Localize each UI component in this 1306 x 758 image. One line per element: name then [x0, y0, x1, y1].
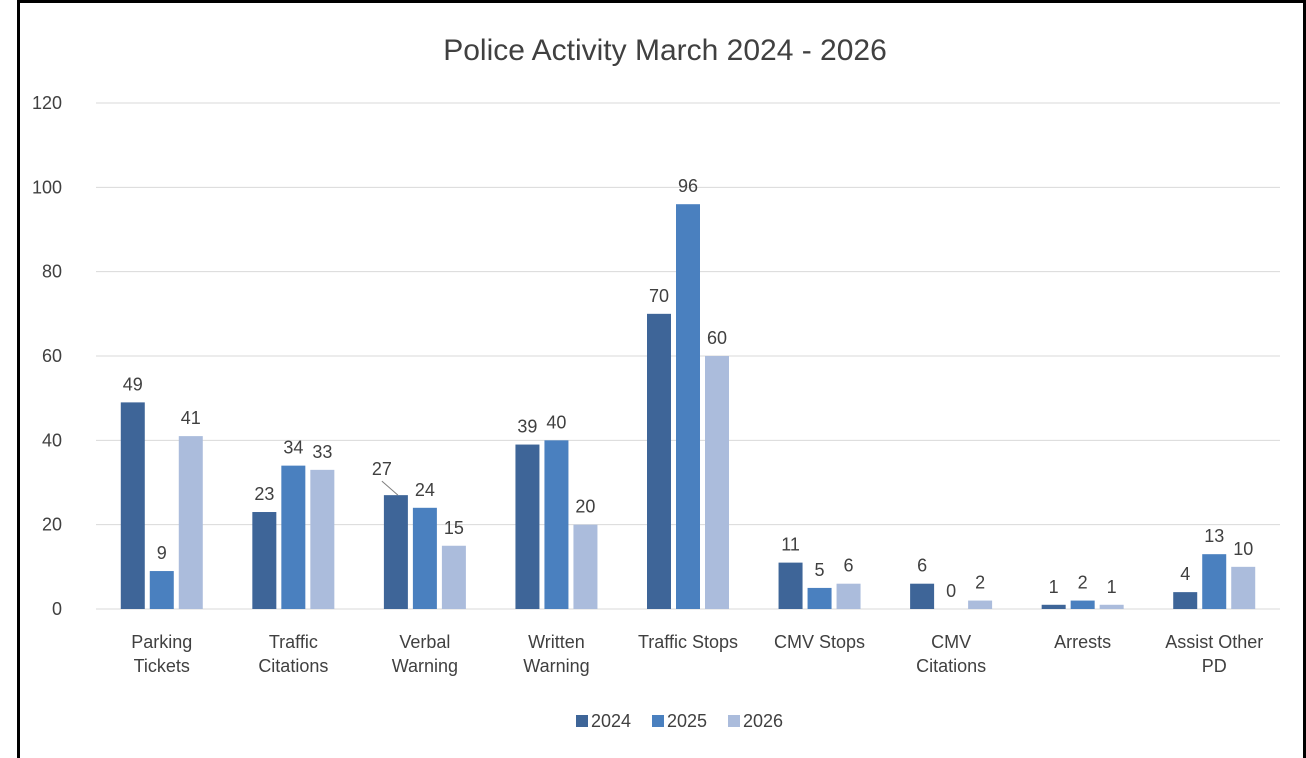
bar-2026-0 — [178, 436, 203, 609]
bar-2025-0 — [149, 571, 174, 609]
data-label-2026-0: 41 — [181, 408, 201, 428]
y-tick-label: 40 — [42, 430, 62, 450]
category-label: Traffic Stops — [638, 632, 738, 652]
category-label: Parking — [131, 632, 192, 652]
legend-swatch-2026 — [728, 715, 740, 727]
bar-2024-6 — [910, 583, 935, 609]
leader-line — [381, 480, 399, 496]
data-label-2025-8: 13 — [1204, 526, 1224, 546]
category-label: Warning — [523, 656, 589, 676]
data-label-2025-4: 96 — [678, 176, 698, 196]
legend-label-2024: 2024 — [591, 711, 631, 731]
y-tick-label: 80 — [42, 262, 62, 282]
category-label: Assist Other — [1165, 632, 1263, 652]
category-label: CMV Stops — [774, 632, 865, 652]
data-label-2025-3: 40 — [546, 412, 566, 432]
y-axis-ticks: 0 20 40 60 80 100 120 — [32, 93, 62, 619]
category-label: Tickets — [134, 656, 190, 676]
bar-2025-5 — [807, 587, 832, 609]
data-label-2025-2: 24 — [415, 480, 435, 500]
bar-2025-7 — [1070, 600, 1095, 609]
data-label-2025-1: 34 — [283, 438, 303, 458]
bar-2025-3 — [544, 440, 569, 609]
x-axis-categories: Parking Tickets Traffic Citations Verbal Warn… — [131, 632, 1263, 676]
bar-2024-7 — [1041, 604, 1066, 609]
bar-2024-5 — [778, 562, 803, 609]
data-label-2026-6: 2 — [975, 573, 985, 593]
bar-2025-1 — [281, 465, 306, 609]
bar-2026-1 — [310, 469, 335, 609]
legend-label-2026: 2026 — [743, 711, 783, 731]
data-label-2024-2: 27 — [372, 459, 392, 479]
data-label-2024-7: 1 — [1049, 577, 1059, 597]
data-label-2025-5: 5 — [815, 560, 825, 580]
data-label-2024-0: 49 — [123, 374, 143, 394]
bar-2024-3 — [515, 444, 540, 609]
bar-2025-2 — [412, 507, 437, 609]
data-label-2026-2: 15 — [444, 518, 464, 538]
bar-2026-3 — [573, 524, 598, 609]
data-label-2024-3: 39 — [517, 417, 537, 437]
data-label-2024-4: 70 — [649, 286, 669, 306]
category-label: Arrests — [1054, 632, 1111, 652]
category-label: Citations — [258, 656, 328, 676]
data-label-2026-7: 1 — [1107, 577, 1117, 597]
legend: 2024 2025 2026 — [576, 711, 783, 731]
category-label: CMV — [931, 632, 971, 652]
bar-2024-0 — [120, 402, 145, 609]
category-label: Verbal — [399, 632, 450, 652]
data-label-2025-6: 0 — [946, 581, 956, 601]
y-tick-label: 20 — [42, 515, 62, 535]
bar-2026-2 — [441, 545, 466, 609]
category-label: Written — [528, 632, 585, 652]
data-label-2026-8: 10 — [1233, 539, 1253, 559]
bar-2026-5 — [836, 583, 861, 609]
y-tick-label: 0 — [52, 599, 62, 619]
data-label-2026-1: 33 — [312, 442, 332, 462]
legend-swatch-2025 — [652, 715, 664, 727]
bar-2024-2 — [383, 495, 408, 609]
bar-2026-8 — [1231, 566, 1256, 609]
category-label: Warning — [392, 656, 458, 676]
data-label-2026-3: 20 — [575, 497, 595, 517]
data-label-2026-5: 6 — [844, 556, 854, 576]
data-label-2026-4: 60 — [707, 328, 727, 348]
bar-2024-4 — [647, 313, 671, 609]
data-label-2025-7: 2 — [1078, 573, 1088, 593]
legend-label-2025: 2025 — [667, 711, 707, 731]
bar-2026-7 — [1099, 604, 1124, 609]
y-tick-label: 100 — [32, 177, 62, 197]
bar-2026-6 — [968, 600, 993, 609]
data-label-2024-1: 23 — [254, 484, 274, 504]
legend-swatch-2024 — [576, 715, 588, 727]
data-label-2024-8: 4 — [1180, 564, 1190, 584]
bar-2026-4 — [705, 356, 729, 609]
y-tick-label: 120 — [32, 93, 62, 113]
bar-2025-4 — [676, 204, 700, 609]
bar-2024-8 — [1173, 592, 1198, 609]
data-label-2024-5: 11 — [781, 535, 800, 555]
bars — [120, 204, 1256, 609]
category-label: Traffic — [269, 632, 318, 652]
data-label-2024-6: 6 — [917, 556, 927, 576]
bar-2025-8 — [1202, 554, 1227, 609]
bar-2024-1 — [252, 512, 277, 609]
category-label: Citations — [916, 656, 986, 676]
y-tick-label: 60 — [42, 346, 62, 366]
category-label: PD — [1202, 656, 1227, 676]
data-label-2025-0: 9 — [157, 543, 167, 563]
chart-title: Police Activity March 2024 - 2026 — [443, 34, 887, 67]
